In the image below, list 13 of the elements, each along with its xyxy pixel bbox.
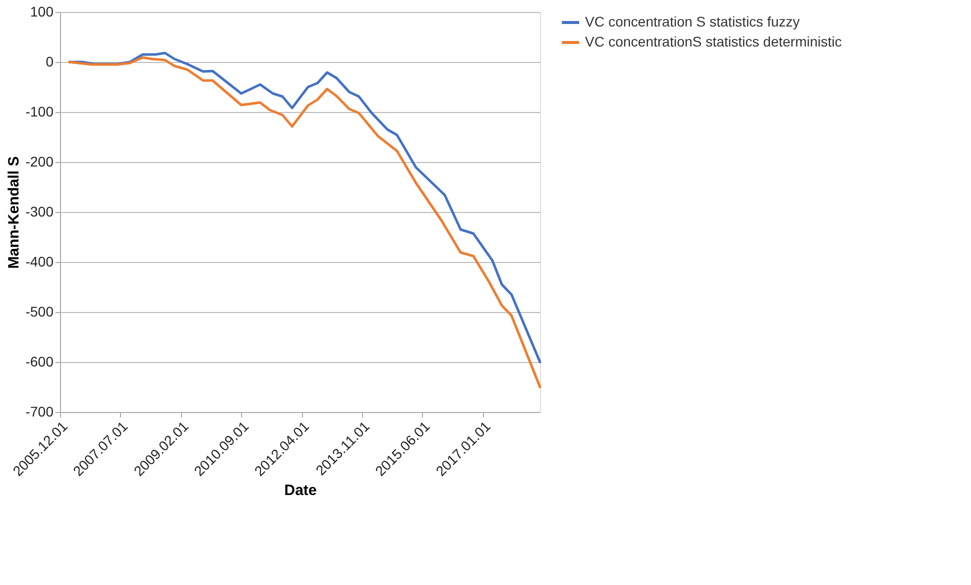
y-tick-label: -700 bbox=[25, 404, 54, 420]
y-tick-label: -100 bbox=[25, 104, 54, 120]
y-axis-title: Mann-Kendall S bbox=[5, 156, 22, 269]
y-tick-label: -500 bbox=[25, 304, 54, 320]
legend-label: VC concentration S statistics fuzzy bbox=[585, 14, 800, 30]
y-tick-label: 0 bbox=[46, 54, 54, 70]
y-tick-label: -300 bbox=[25, 204, 54, 220]
y-tick-label: -200 bbox=[25, 154, 54, 170]
x-axis-title: Date bbox=[284, 482, 317, 499]
y-tick-label: 100 bbox=[30, 4, 54, 20]
legend-label: VC concentrationS statistics deterministic bbox=[585, 34, 842, 50]
y-tick-label: -400 bbox=[25, 254, 54, 270]
y-tick-label: -600 bbox=[25, 354, 54, 370]
